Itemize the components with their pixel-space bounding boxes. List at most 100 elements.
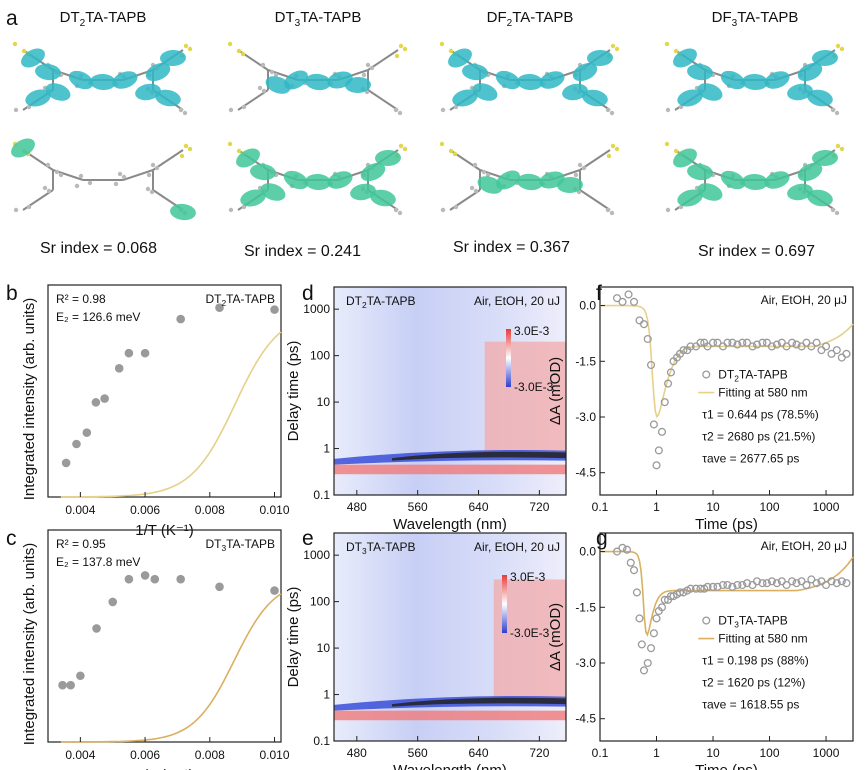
atom (439, 141, 445, 147)
data-point (618, 543, 627, 552)
atom (397, 210, 403, 216)
orbital-lobe (345, 76, 371, 94)
atom (26, 104, 32, 110)
atom (834, 210, 840, 216)
y-tick-label: -1.5 (575, 600, 596, 614)
orbital-lobe (90, 73, 116, 91)
data-point (649, 629, 658, 638)
atom (227, 141, 233, 147)
x-tick-label: 0.010 (260, 748, 290, 762)
data-point (652, 461, 661, 470)
x-tick-label: 0.004 (65, 503, 95, 517)
data-point (643, 334, 652, 344)
atom (240, 51, 246, 57)
orbital-lobe (265, 76, 291, 94)
orbital-lobe (45, 83, 71, 101)
molecule-title-4: DF3TA-TAPB (712, 9, 799, 29)
y-tick-label: 1 (323, 442, 330, 456)
orbital-lobe (697, 183, 723, 201)
x-tick-label: 480 (347, 500, 367, 514)
data-point (821, 342, 831, 351)
data-point (150, 574, 160, 584)
atom (42, 185, 48, 191)
orbital-lobe (495, 70, 521, 90)
homo-orbital-3 (439, 41, 620, 116)
x-tick-label: 640 (469, 746, 489, 760)
legend-series-name: DT2TA-TAPB (718, 368, 788, 384)
orbital-lobe (68, 70, 94, 90)
data-point (837, 577, 846, 586)
atom (581, 165, 587, 171)
atom (614, 46, 620, 52)
orbital-lobe (284, 70, 308, 90)
orbital-lobe (764, 171, 790, 189)
atom (361, 72, 367, 78)
atom (610, 43, 616, 49)
name-subscript: 3 (734, 620, 739, 630)
panel-label-c: c (6, 527, 17, 550)
data-point (696, 584, 705, 593)
data-point (738, 580, 747, 590)
data-point (832, 346, 841, 355)
atom (614, 146, 620, 152)
atom (481, 169, 487, 175)
legend-marker (702, 370, 711, 379)
name-part: DT (346, 294, 363, 308)
data-point (812, 338, 821, 347)
data-point (646, 644, 656, 653)
data-point (679, 588, 688, 597)
lumo-orbital-3 (439, 141, 620, 216)
x-tick-label: 0.008 (195, 503, 225, 517)
orbital-lobe (562, 83, 588, 101)
orbital-lobe (677, 189, 703, 207)
y-axis-label: ΔA (mOD) (547, 603, 564, 671)
x-tick-label: 1000 (813, 746, 840, 760)
experiment-condition: Air, EtOH, 20 μJ (761, 293, 847, 307)
data-point (646, 360, 656, 370)
chart-c: 0.004 0.006 0.008 0.010 1/T (K⁻¹) Integrated … (21, 529, 290, 770)
data-point (612, 547, 622, 556)
name-subscript: 2 (734, 374, 739, 384)
data-point (270, 305, 279, 314)
atom (453, 104, 459, 110)
y-tick-label: -4.5 (575, 712, 596, 726)
atom (13, 107, 19, 113)
atom (394, 53, 400, 59)
colorbar-max-label: 3.0E-3 (514, 324, 550, 338)
y-axis-label: Integrated intensity (arb. units) (21, 298, 38, 501)
data-point (66, 680, 75, 690)
y-axis-label: Delay time (ps) (285, 587, 302, 688)
orbital-lobe (687, 63, 713, 81)
atom (26, 204, 32, 210)
data-point (58, 680, 67, 690)
y-tick-label: -3.0 (575, 410, 596, 424)
data-point (772, 340, 781, 349)
lumo-orbital-2 (227, 141, 408, 216)
atom (440, 207, 446, 213)
data-point (758, 579, 767, 588)
molecule-images (11, 41, 845, 221)
data-point (92, 624, 101, 633)
x-axis-label: Time (ps) (695, 516, 758, 533)
data-point (686, 584, 695, 593)
data-point (91, 398, 101, 407)
name-part: TA-TAPB (226, 537, 275, 551)
atom (606, 153, 612, 159)
colorbar-max-label: 3.0E-3 (510, 570, 546, 584)
data-point (767, 342, 776, 351)
data-point (708, 582, 718, 591)
atom (78, 173, 84, 179)
orbital-lobe (260, 183, 286, 201)
data-point (675, 588, 685, 597)
x-tick-label: 0.006 (130, 748, 160, 762)
orbital-lobe (145, 62, 171, 82)
chart-f: 0.1 1 10 100 1000 0.0 -1.5 -3.0 -4.5 Time (ps) ΔA … (547, 286, 854, 533)
atom (673, 148, 679, 154)
orbital-lobe (370, 189, 396, 207)
data-point (124, 574, 134, 584)
plot-frame (47, 284, 282, 498)
data-point (762, 579, 771, 588)
data-point (215, 582, 224, 592)
data-point (723, 338, 732, 347)
